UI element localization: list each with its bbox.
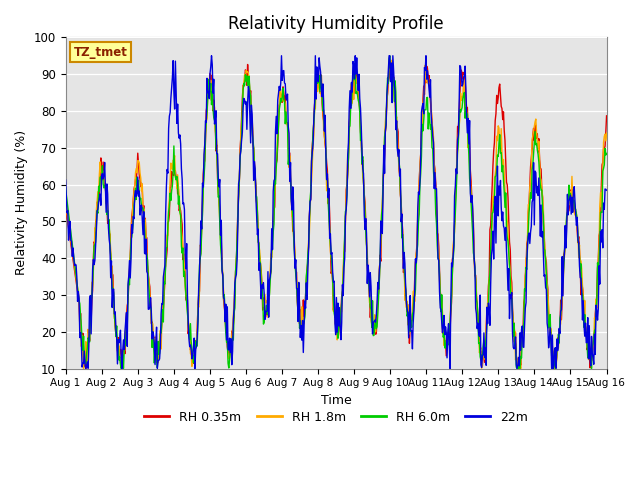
Y-axis label: Relativity Humidity (%): Relativity Humidity (%) [15,131,28,276]
Legend: RH 0.35m, RH 1.8m, RH 6.0m, 22m: RH 0.35m, RH 1.8m, RH 6.0m, 22m [140,406,532,429]
Title: Relativity Humidity Profile: Relativity Humidity Profile [228,15,444,33]
X-axis label: Time: Time [321,394,351,407]
Text: TZ_tmet: TZ_tmet [74,46,127,59]
